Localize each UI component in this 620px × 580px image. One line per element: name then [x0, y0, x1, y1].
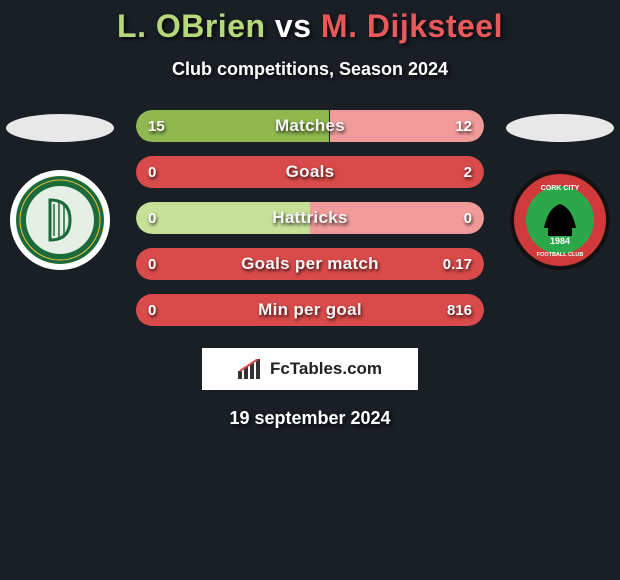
- title-vs: vs: [275, 8, 312, 44]
- svg-text:1984: 1984: [550, 236, 570, 246]
- stat-bar: 00Hattricks: [136, 202, 484, 234]
- body-row: CORK CITY FOOTBALL CLUB 1984 1512Matches 02…: [0, 110, 620, 326]
- date-text: 19 september 2024: [0, 408, 620, 429]
- stat-bar: 1512Matches: [136, 110, 484, 142]
- player-left-avatar: [6, 114, 114, 142]
- subtitle: Club competitions, Season 2024: [0, 59, 620, 80]
- comparison-card: L. OBrien vs M. Dijksteel Club competiti…: [0, 8, 620, 429]
- stat-bar: 0816Min per goal: [136, 294, 484, 326]
- title-player2: M. Dijksteel: [321, 8, 503, 44]
- player-right-column: CORK CITY FOOTBALL CLUB 1984: [500, 110, 620, 270]
- svg-text:FOOTBALL CLUB: FOOTBALL CLUB: [537, 252, 584, 258]
- player-left-column: [0, 110, 120, 270]
- brand-chart-icon: [238, 359, 264, 379]
- stat-label: Hattricks: [136, 202, 484, 234]
- club-badge-left: [10, 170, 110, 270]
- title-player1: L. OBrien: [117, 8, 266, 44]
- player-right-avatar: [506, 114, 614, 142]
- stat-label: Goals per match: [136, 248, 484, 280]
- stat-label: Matches: [136, 110, 484, 142]
- club-badge-right: CORK CITY FOOTBALL CLUB 1984: [510, 170, 610, 270]
- stat-bar: 00.17Goals per match: [136, 248, 484, 280]
- stats-list: 1512Matches 02Goals 00Hattricks 00.17Goals …: [136, 110, 484, 326]
- stat-label: Min per goal: [136, 294, 484, 326]
- page-title: L. OBrien vs M. Dijksteel: [0, 8, 620, 45]
- brand-text: FcTables.com: [270, 359, 382, 379]
- svg-text:CORK CITY: CORK CITY: [541, 185, 580, 192]
- stat-label: Goals: [136, 156, 484, 188]
- brand-box: FcTables.com: [202, 348, 418, 390]
- stat-bar: 02Goals: [136, 156, 484, 188]
